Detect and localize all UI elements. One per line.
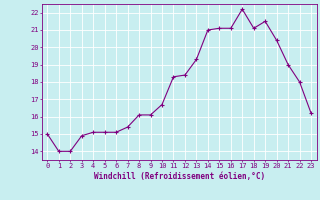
X-axis label: Windchill (Refroidissement éolien,°C): Windchill (Refroidissement éolien,°C)	[94, 172, 265, 181]
